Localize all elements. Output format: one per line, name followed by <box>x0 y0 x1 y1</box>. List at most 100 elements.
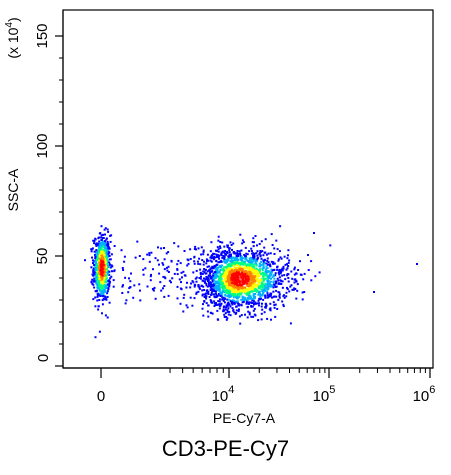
data-point <box>173 272 176 275</box>
data-point <box>167 265 170 268</box>
data-point <box>241 271 244 274</box>
data-point <box>278 295 281 298</box>
data-point <box>195 276 198 279</box>
data-point <box>267 261 270 264</box>
data-point <box>266 292 269 295</box>
data-point <box>202 250 205 253</box>
data-point <box>206 259 209 261</box>
data-point <box>223 291 226 293</box>
data-point <box>277 291 280 294</box>
data-point <box>148 252 151 255</box>
data-point <box>247 296 249 299</box>
data-point <box>94 266 97 269</box>
data-point <box>128 277 130 280</box>
data-point <box>296 283 299 286</box>
data-point <box>112 285 115 288</box>
data-point <box>214 280 217 283</box>
x-tick-1e5: 105 <box>313 368 335 405</box>
data-point <box>96 243 98 246</box>
data-point <box>195 269 198 272</box>
data-point <box>294 278 297 281</box>
data-point <box>293 266 296 269</box>
data-point <box>256 275 259 278</box>
data-point <box>314 275 317 278</box>
data-point <box>254 235 257 237</box>
data-point <box>219 245 221 248</box>
data-point <box>277 259 280 262</box>
data-point <box>256 254 259 257</box>
data-point <box>232 264 235 267</box>
data-point <box>107 252 110 255</box>
data-point <box>253 270 256 273</box>
data-point <box>286 274 289 277</box>
data-point <box>97 242 100 245</box>
data-point <box>290 270 293 273</box>
data-point <box>280 257 283 260</box>
data-point <box>222 282 224 285</box>
data-point <box>193 297 196 300</box>
data-point <box>256 250 259 253</box>
data-point <box>232 274 235 277</box>
data-point <box>239 262 242 265</box>
data-point <box>247 310 250 313</box>
data-point <box>232 262 235 265</box>
data-point <box>97 259 100 262</box>
data-point <box>92 268 95 271</box>
data-point <box>195 291 198 294</box>
data-point <box>271 244 274 246</box>
data-point <box>313 232 315 234</box>
data-point <box>251 282 254 285</box>
data-point <box>195 292 198 295</box>
data-point <box>242 278 245 281</box>
data-point <box>215 249 217 252</box>
data-point <box>234 274 237 277</box>
data-point <box>202 253 205 256</box>
data-point <box>263 262 266 265</box>
data-point <box>228 265 231 268</box>
data-point <box>218 307 221 310</box>
data-point <box>217 250 220 253</box>
data-point <box>246 277 248 280</box>
data-point <box>258 272 261 275</box>
data-point <box>223 313 226 316</box>
data-point <box>235 289 238 292</box>
data-point <box>227 298 230 301</box>
data-point <box>244 313 246 316</box>
data-point <box>274 286 277 288</box>
data-point <box>101 234 104 236</box>
data-point <box>98 232 101 235</box>
data-point <box>228 290 231 293</box>
data-point <box>245 281 248 284</box>
data-point <box>213 300 216 303</box>
data-point <box>242 274 245 277</box>
data-point <box>234 283 237 286</box>
data-point <box>94 237 97 240</box>
data-point <box>227 284 230 287</box>
data-point <box>216 267 219 270</box>
data-point <box>226 310 229 313</box>
data-point <box>266 257 269 260</box>
data-point <box>171 277 174 280</box>
data-point <box>266 282 269 285</box>
data-point <box>329 244 332 247</box>
data-point <box>253 271 256 274</box>
data-point <box>101 252 104 255</box>
data-point <box>236 287 239 290</box>
data-point <box>260 284 263 287</box>
data-point <box>98 292 101 295</box>
data-point <box>253 265 256 268</box>
data-point <box>241 257 244 260</box>
data-point <box>257 299 260 302</box>
data-point <box>221 296 224 299</box>
data-point <box>105 298 108 301</box>
data-point <box>277 279 280 282</box>
data-point <box>210 267 213 270</box>
data-point <box>250 279 253 281</box>
data-point <box>283 274 286 277</box>
data-point <box>223 251 226 254</box>
data-point <box>96 270 99 273</box>
data-point <box>237 310 240 313</box>
data-point <box>91 273 94 276</box>
data-point <box>258 293 261 296</box>
data-point <box>235 264 238 267</box>
